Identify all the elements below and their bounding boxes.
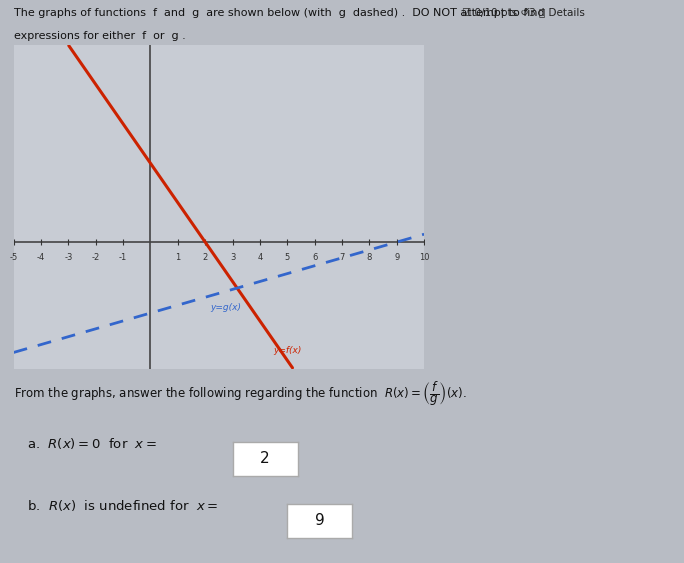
Text: a.  $R(x) = 0$  for  $x =$: a. $R(x) = 0$ for $x =$ [27,436,157,452]
Text: From the graphs, answer the following regarding the function  $R(x) = \left(\dfr: From the graphs, answer the following re… [14,380,466,408]
Text: b.  $R(x)$  is undefined for  $x =$: b. $R(x)$ is undefined for $x =$ [27,498,219,513]
Text: -5: -5 [10,253,18,262]
Text: 4: 4 [257,253,263,262]
Text: The graphs of functions  f  and  g  are shown below (with  g  dashed) .  DO NOT : The graphs of functions f and g are show… [14,8,544,19]
Text: expressions for either  f  or  g .: expressions for either f or g . [14,31,185,41]
Text: 5: 5 [285,253,290,262]
Text: -3: -3 [64,253,73,262]
Text: 8: 8 [367,253,372,262]
Text: y=g(x): y=g(x) [211,303,241,312]
Text: y=f(x): y=f(x) [274,346,302,355]
Text: 10: 10 [419,253,430,262]
Text: 3: 3 [230,253,235,262]
Text: 1: 1 [175,253,181,262]
Text: ☑ 0/10 pts ↺3 ⓘ Details: ☑ 0/10 pts ↺3 ⓘ Details [462,8,585,19]
Text: 9: 9 [315,513,325,528]
Text: 9: 9 [394,253,399,262]
Text: 2: 2 [260,452,270,466]
Text: 7: 7 [339,253,345,262]
Text: -2: -2 [92,253,100,262]
Text: -4: -4 [37,253,45,262]
Text: 2: 2 [202,253,208,262]
Text: 6: 6 [312,253,317,262]
Text: -1: -1 [119,253,127,262]
